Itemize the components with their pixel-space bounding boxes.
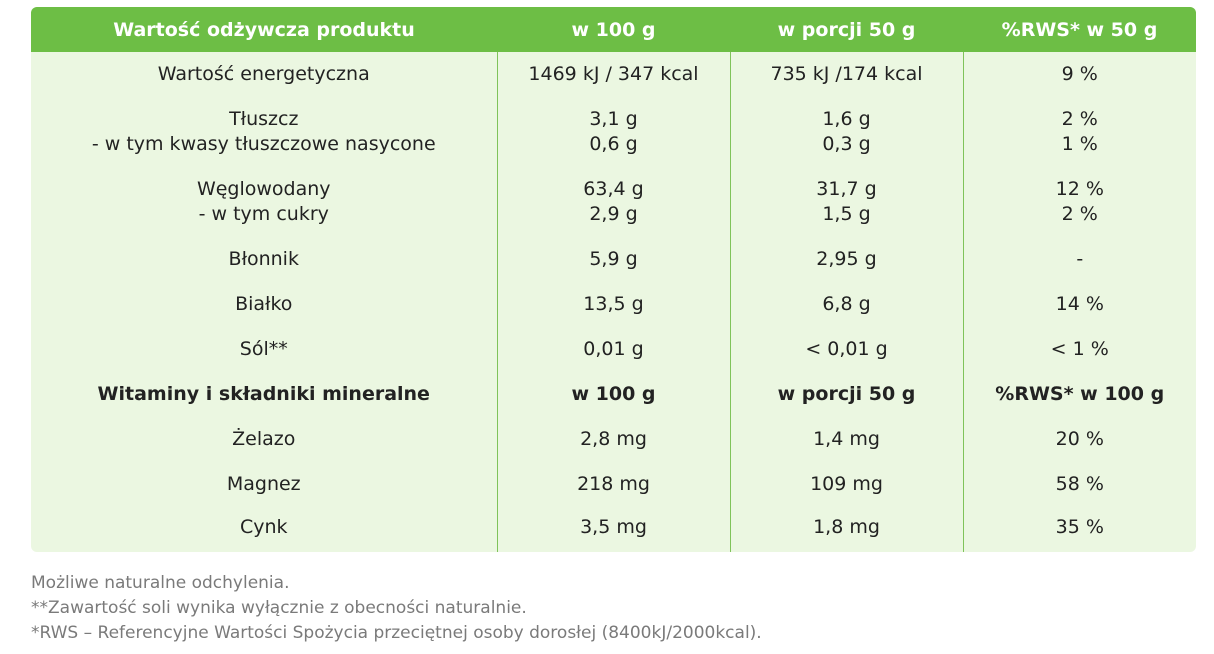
nutrition-table: Wartość odżywcza produktu w 100 g w porc…	[31, 7, 1196, 552]
row-per-100g: 1469 kJ / 347 kcal	[496, 52, 730, 97]
value-sub: 2,9 g	[589, 203, 638, 225]
value-sub: 0,3 g	[822, 133, 871, 155]
row-rws: -	[962, 237, 1196, 282]
row-rws: 9 %	[962, 52, 1196, 97]
value-sub: 2 %	[1061, 203, 1098, 225]
row-per-100g: 63,4 g 2,9 g	[496, 167, 730, 237]
row-per-portion: 735 kJ /174 kcal	[729, 52, 963, 97]
table-row-fat: Tłuszcz - w tym kwasy tłuszczowe nasycon…	[31, 97, 1196, 167]
value-main: 2 %	[1061, 108, 1098, 130]
row-per-portion: 31,7 g 1,5 g	[729, 167, 963, 237]
row-rws: 20 %	[962, 417, 1196, 462]
vitamins-header-label: Witaminy i składniki mineralne	[97, 383, 430, 405]
row-label-sub: - w tym kwasy tłuszczowe nasycone	[91, 133, 436, 155]
row-per-portion: 1,6 g 0,3 g	[729, 97, 963, 167]
row-per-portion: 1,4 mg	[729, 417, 963, 462]
header-nutrient: Wartość odżywcza produktu	[113, 18, 415, 41]
footnote-salt: **Zawartość soli wynika wyłącznie z obec…	[31, 598, 527, 618]
row-per-100g: 2,8 mg	[496, 417, 730, 462]
row-rws: 35 %	[962, 507, 1196, 552]
table-row-iron: Żelazo 2,8 mg 1,4 mg 20 %	[31, 417, 1196, 462]
row-per-100g: 3,1 g 0,6 g	[496, 97, 730, 167]
row-per-portion: 6,8 g	[729, 282, 963, 327]
row-per-portion: 109 mg	[729, 462, 963, 507]
row-label: Magnez	[226, 473, 301, 495]
table-row-salt: Sól** 0,01 g < 0,01 g < 1 %	[31, 327, 1196, 372]
header-per-portion: w porcji 50 g	[777, 18, 916, 41]
row-label-main: Tłuszcz	[229, 108, 299, 130]
table-row-energy: Wartość energetyczna 1469 kJ / 347 kcal …	[31, 52, 1196, 97]
row-rws: 14 %	[962, 282, 1196, 327]
row-label-sub: - w tym cukry	[198, 203, 329, 225]
value-main: 63,4 g	[583, 178, 644, 200]
table-row-protein: Białko 13,5 g 6,8 g 14 %	[31, 282, 1196, 327]
table-row-magnesium: Magnez 218 mg 109 mg 58 %	[31, 462, 1196, 507]
row-rws: 2 % 1 %	[962, 97, 1196, 167]
header-rws: %RWS* w 50 g	[1001, 18, 1158, 41]
row-label-main: Węglowodany	[196, 178, 331, 200]
header-per-100g: w 100 g	[571, 18, 656, 41]
row-rws: < 1 %	[962, 327, 1196, 372]
row-label: Żelazo	[232, 428, 296, 450]
row-label: Białko	[235, 293, 293, 315]
vitamins-header-row: Witaminy i składniki mineralne w 100 g w…	[31, 372, 1196, 417]
vitamins-header-rws: %RWS* w 100 g	[962, 372, 1196, 417]
row-label: Węglowodany - w tym cukry	[31, 167, 497, 237]
table-row-carbohydrates: Węglowodany - w tym cukry 63,4 g 2,9 g 3…	[31, 167, 1196, 237]
table-row-zinc: Cynk 3,5 mg 1,8 mg 35 %	[31, 507, 1196, 552]
row-label: Błonnik	[228, 248, 299, 270]
vitamins-header-per-100g: w 100 g	[496, 372, 730, 417]
footnote-rws: *RWS – Referencyjne Wartości Spożycia pr…	[31, 623, 762, 643]
value-main: 3,1 g	[589, 108, 638, 130]
row-per-portion: < 0,01 g	[729, 327, 963, 372]
value-sub: 1 %	[1061, 133, 1098, 155]
value-sub: 1,5 g	[822, 203, 871, 225]
value-main: 1,6 g	[822, 108, 871, 130]
row-per-portion: 1,8 mg	[729, 507, 963, 552]
row-label: Tłuszcz - w tym kwasy tłuszczowe nasycon…	[31, 97, 497, 167]
row-per-100g: 13,5 g	[496, 282, 730, 327]
value-sub: 0,6 g	[589, 133, 638, 155]
footnote-natural-deviation: Możliwe naturalne odchylenia.	[31, 573, 290, 593]
row-per-100g: 218 mg	[496, 462, 730, 507]
value-main: 31,7 g	[816, 178, 877, 200]
row-per-portion: 2,95 g	[729, 237, 963, 282]
table-row-fiber: Błonnik 5,9 g 2,95 g -	[31, 237, 1196, 282]
row-label: Cynk	[239, 516, 288, 538]
row-label: Wartość energetyczna	[157, 63, 370, 85]
row-label: Sól**	[239, 338, 288, 360]
table-header-row: Wartość odżywcza produktu w 100 g w porc…	[31, 7, 1196, 52]
row-per-100g: 0,01 g	[496, 327, 730, 372]
footnotes: Możliwe naturalne odchylenia. **Zawartoś…	[31, 571, 762, 646]
row-per-100g: 5,9 g	[496, 237, 730, 282]
row-rws: 12 % 2 %	[962, 167, 1196, 237]
value-main: 12 %	[1055, 178, 1104, 200]
row-rws: 58 %	[962, 462, 1196, 507]
vitamins-header-per-portion: w porcji 50 g	[729, 372, 963, 417]
row-per-100g: 3,5 mg	[496, 507, 730, 552]
nutrition-table-container: Wartość odżywcza produktu w 100 g w porc…	[31, 7, 1196, 552]
